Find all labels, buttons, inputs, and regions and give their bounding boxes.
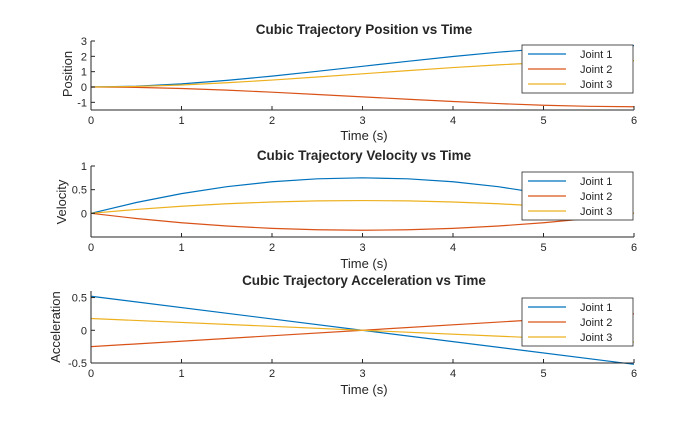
y-tick-label: 3 (81, 36, 87, 48)
x-tick-label: 6 (631, 368, 637, 380)
y-tick-label: -0.5 (68, 358, 87, 370)
x-tick-label: 4 (450, 368, 456, 380)
legend-entry-label: Joint 1 (580, 176, 612, 188)
subplot-title: Cubic Trajectory Acceleration vs Time (242, 273, 486, 288)
legend-entry-label: Joint 3 (580, 332, 612, 344)
x-tick-label: 2 (269, 115, 275, 127)
legend-entry-label: Joint 3 (580, 79, 612, 91)
x-tick-label: 5 (540, 242, 546, 254)
y-tick-label: 1 (81, 67, 87, 79)
x-axis-label: Time (s) (340, 128, 387, 143)
subplot-acceleration: Cubic Trajectory Acceleration vs Time Ac… (48, 273, 637, 397)
y-tick-label: 2 (81, 51, 87, 63)
legend: Joint 1 Joint 2 Joint 3 (521, 171, 634, 221)
y-tick-label: -1 (77, 97, 87, 109)
x-tick-label: 4 (450, 242, 456, 254)
y-axis-label: Acceleration (48, 291, 63, 363)
subplot-position: Cubic Trajectory Position vs Time Positi… (60, 22, 637, 143)
legend-entry-label: Joint 1 (580, 49, 612, 61)
x-tick-label: 5 (540, 368, 546, 380)
y-tick-label: 0.5 (72, 293, 87, 305)
series-line-joint-2 (90, 212, 635, 231)
y-axis-label: Velocity (54, 179, 69, 224)
x-axis-label: Time (s) (340, 256, 387, 271)
x-tick-label: 6 (631, 115, 637, 127)
legend-entry-label: Joint 2 (580, 191, 612, 203)
y-tick-label: 0 (81, 325, 87, 337)
x-tick-label: 4 (450, 115, 456, 127)
x-tick-label: 0 (88, 368, 94, 380)
x-tick-label: 1 (178, 115, 184, 127)
series-line-joint-2 (90, 86, 635, 108)
y-tick-label: 0.5 (72, 185, 87, 197)
x-tick-label: 0 (88, 115, 94, 127)
y-tick-label: 0 (81, 208, 87, 220)
subplot-title: Cubic Trajectory Velocity vs Time (257, 148, 472, 163)
legend-entry-label: Joint 2 (580, 64, 612, 76)
y-axis-label: Position (60, 51, 75, 97)
legend-entry-label: Joint 1 (580, 302, 612, 314)
x-tick-label: 3 (359, 368, 365, 380)
x-tick-label: 3 (359, 242, 365, 254)
x-tick-label: 1 (178, 368, 184, 380)
legend: Joint 1 Joint 2 Joint 3 (521, 44, 634, 94)
x-axis-label: Time (s) (340, 382, 387, 397)
x-tick-label: 3 (359, 115, 365, 127)
subplot-title: Cubic Trajectory Position vs Time (256, 22, 473, 37)
legend-entry-label: Joint 2 (580, 317, 612, 329)
y-tick-label: 0 (81, 82, 87, 94)
x-tick-label: 1 (178, 242, 184, 254)
x-tick-label: 0 (88, 242, 94, 254)
plot-area: 0 1 2 3 4 5 6-0.500.5 (68, 291, 637, 380)
x-tick-label: 2 (269, 242, 275, 254)
legend-entry-label: Joint 3 (580, 206, 612, 218)
x-tick-label: 6 (631, 242, 637, 254)
x-tick-label: 2 (269, 368, 275, 380)
subplot-velocity: Cubic Trajectory Velocity vs Time Veloci… (54, 148, 637, 271)
legend: Joint 1 Joint 2 Joint 3 (521, 297, 634, 347)
x-tick-label: 5 (540, 115, 546, 127)
y-tick-label: 1 (81, 161, 87, 173)
